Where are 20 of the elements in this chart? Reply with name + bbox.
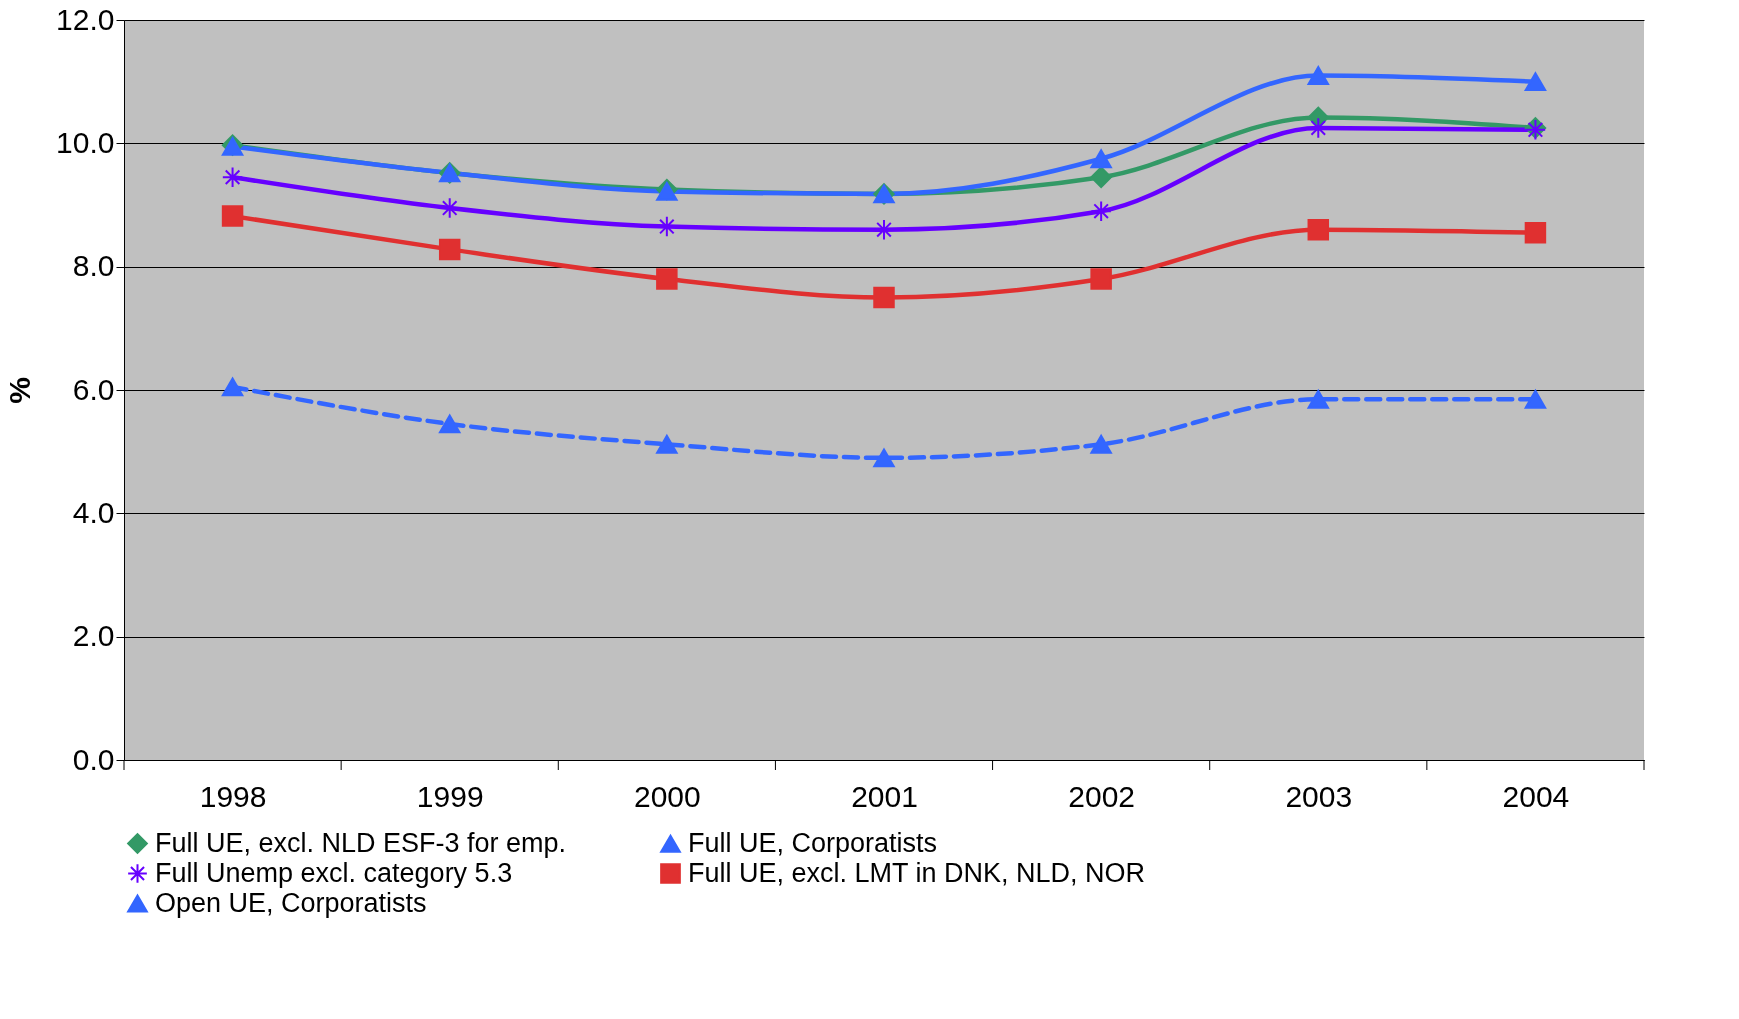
legend-label: Full Unemp excl. category 5.3: [155, 857, 513, 888]
y-tick-label: 10.0: [56, 125, 115, 159]
x-tick-label: 2001: [851, 779, 918, 813]
x-tick-label: 2004: [1502, 779, 1570, 813]
y-tick-label: 6.0: [72, 372, 115, 406]
legend-label: Full UE, excl. LMT in DNK, NLD, NOR: [688, 857, 1146, 888]
y-tick-label: 4.0: [72, 495, 115, 529]
legend-label: Open UE, Corporatists: [155, 887, 427, 918]
x-tick-label: 2000: [633, 779, 701, 813]
y-tick-label: 8.0: [72, 249, 115, 283]
y-axis-title: %: [3, 377, 37, 404]
legend-label: Full UE, excl. NLD ESF-3 for emp.: [155, 827, 567, 858]
x-tick-label: 1998: [199, 779, 267, 813]
x-tick-label: 1999: [416, 779, 484, 813]
x-tick-label: 2002: [1068, 779, 1136, 813]
x-tick-label: 2003: [1285, 779, 1353, 813]
y-tick-label: 2.0: [72, 619, 115, 653]
legend-label: Full UE, Corporatists: [688, 827, 938, 858]
y-tick-label: 12.0: [56, 2, 115, 36]
y-tick-label: 0.0: [72, 742, 115, 776]
